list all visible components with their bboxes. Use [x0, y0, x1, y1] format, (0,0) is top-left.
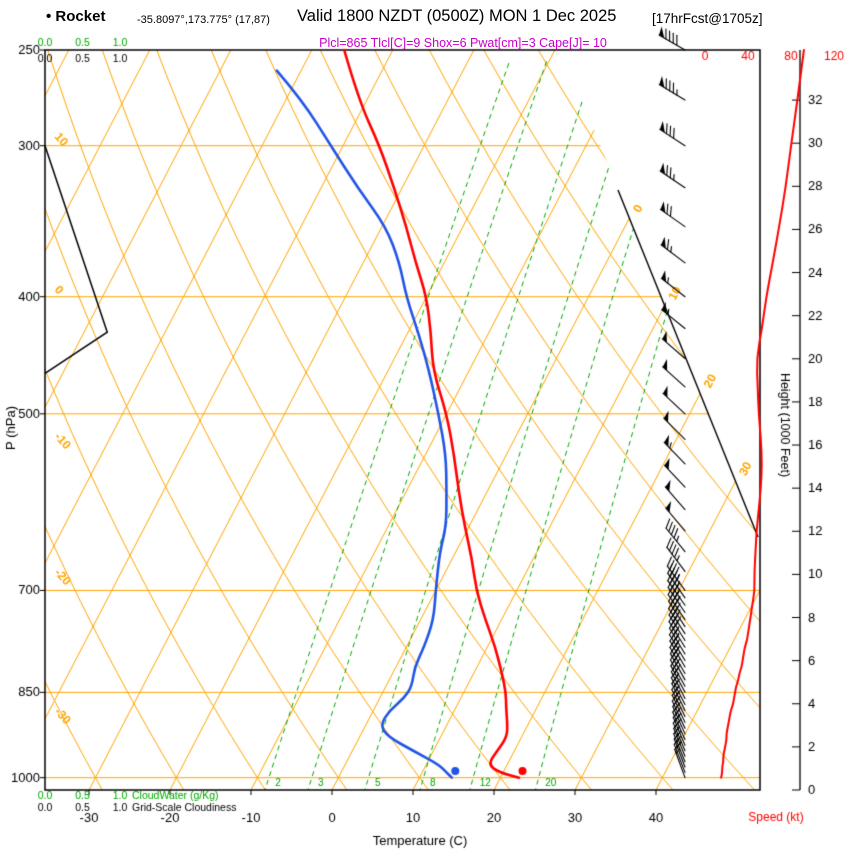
forecast-hour: [17hrFcst@1705z] — [652, 11, 763, 26]
sounding-indices: Plcl=865 Tlcl[C]=9 Shox=6 Pwat[cm]=3 Cap… — [319, 36, 607, 50]
station-coordinates: -35.8097°,173.775° (17,87) — [137, 14, 270, 26]
valid-time: Valid 1800 NZDT (0500Z) MON 1 Dec 2025 — [297, 7, 617, 25]
station-name: • Rocket — [46, 8, 106, 25]
